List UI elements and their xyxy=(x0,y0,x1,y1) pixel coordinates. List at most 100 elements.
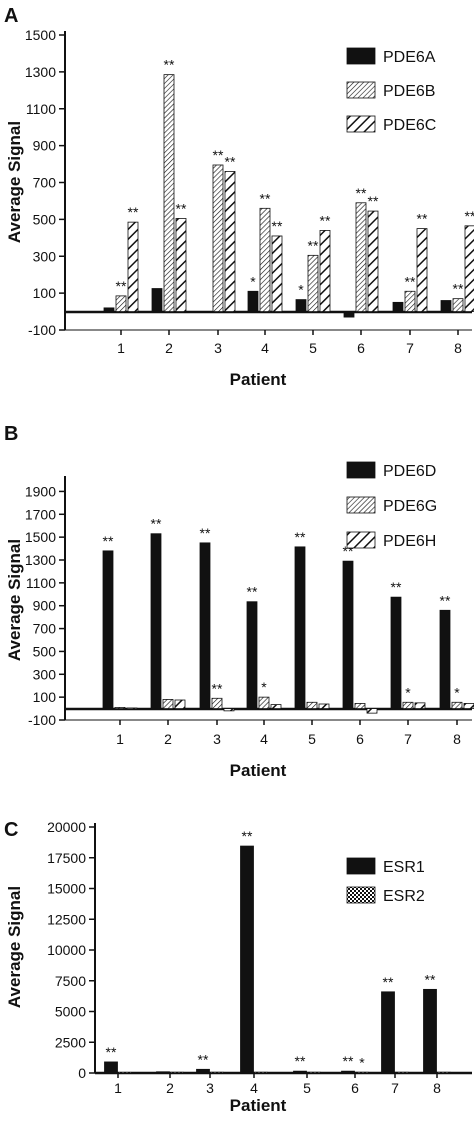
bar-pde6d xyxy=(246,601,258,709)
legend-label: PDE6G xyxy=(383,498,437,515)
bar-pde6c xyxy=(271,235,283,312)
legend-label: PDE6A xyxy=(383,49,436,66)
bar-esr2 xyxy=(170,1071,184,1074)
bar-esr2 xyxy=(395,1071,409,1074)
significance-marker: ** xyxy=(151,516,162,532)
x-tick-label: 4 xyxy=(260,731,268,747)
significance-marker: ** xyxy=(103,533,114,549)
significance-marker: ** xyxy=(242,828,253,844)
x-tick-label: 6 xyxy=(351,1080,359,1096)
bar-esr2 xyxy=(118,1071,132,1074)
significance-marker: ** xyxy=(425,971,436,987)
x-tick-label: 3 xyxy=(206,1080,214,1096)
y-tick-label: 17500 xyxy=(47,850,86,866)
bar-esr1 xyxy=(423,988,437,1074)
bar-esr1 xyxy=(381,991,395,1074)
bar-pde6c xyxy=(127,221,139,312)
significance-marker: ** xyxy=(272,218,283,234)
significance-marker: ** xyxy=(440,592,451,608)
significance-marker: ** xyxy=(343,1053,354,1069)
bar-pde6h xyxy=(174,699,186,709)
y-tick-label: 1100 xyxy=(26,101,56,117)
x-tick-label: 3 xyxy=(214,340,222,356)
panel-label: A xyxy=(4,5,18,27)
y-tick-label: 1500 xyxy=(25,27,56,43)
significance-marker: ** xyxy=(247,584,258,600)
significance-marker: ** xyxy=(198,1051,209,1067)
significance-marker: ** xyxy=(295,529,306,545)
y-tick-label: 900 xyxy=(33,138,57,154)
significance-marker: * xyxy=(250,273,256,289)
y-tick-label: 1300 xyxy=(25,64,56,80)
bar-pde6g xyxy=(354,703,366,709)
x-tick-label: 1 xyxy=(117,340,125,356)
x-tick-label: 8 xyxy=(453,731,461,747)
significance-marker: ** xyxy=(465,208,474,224)
significance-marker: * xyxy=(261,679,267,695)
significance-marker: ** xyxy=(383,974,394,990)
bar-pde6h xyxy=(126,707,138,710)
x-tick-label: 8 xyxy=(454,340,462,356)
y-axis-title: Average Signal xyxy=(5,539,24,661)
bar-pde6b xyxy=(212,164,224,312)
x-axis-title: Patient xyxy=(230,1096,287,1115)
y-tick-label: 10000 xyxy=(47,942,86,958)
significance-marker: ** xyxy=(453,281,464,297)
x-tick-label: 2 xyxy=(164,731,172,747)
bar-pde6a xyxy=(295,299,307,312)
y-tick-label: 300 xyxy=(33,248,57,264)
significance-marker: ** xyxy=(391,579,402,595)
significance-marker: ** xyxy=(106,1044,117,1060)
bar-esr2 xyxy=(254,1071,268,1074)
bar-pde6g xyxy=(402,701,414,709)
legend-swatch-pde6b xyxy=(346,81,376,99)
x-tick-label: 4 xyxy=(250,1080,258,1096)
legend-swatch-esr1 xyxy=(346,857,376,875)
bar-pde6a xyxy=(440,300,452,312)
x-tick-label: 5 xyxy=(309,340,317,356)
y-tick-label: 1300 xyxy=(25,552,56,568)
bar-pde6a xyxy=(103,307,115,312)
significance-marker: ** xyxy=(343,543,354,559)
legend-label: ESR1 xyxy=(383,859,425,876)
bar-esr1 xyxy=(293,1070,307,1074)
y-axis-title: Average Signal xyxy=(5,886,24,1008)
significance-marker: * xyxy=(454,684,460,700)
bar-pde6a xyxy=(343,311,355,318)
bar-esr1 xyxy=(341,1070,355,1074)
legend-label: ESR2 xyxy=(383,888,425,905)
y-tick-label: 500 xyxy=(33,211,57,227)
legend-swatch-pde6d xyxy=(346,461,376,479)
legend-label: PDE6C xyxy=(383,117,436,134)
bar-pde6c xyxy=(464,225,474,312)
bar-esr2 xyxy=(355,1071,369,1074)
bar-pde6c xyxy=(224,171,236,312)
x-tick-label: 4 xyxy=(261,340,269,356)
bar-pde6b xyxy=(452,298,464,312)
legend-swatch-pde6c xyxy=(346,115,376,133)
significance-marker: ** xyxy=(368,193,379,209)
bar-esr2 xyxy=(307,1071,321,1074)
bar-pde6g xyxy=(258,696,270,709)
bar-pde6b xyxy=(259,207,271,312)
bar-esr1 xyxy=(196,1068,210,1074)
legend-label: PDE6H xyxy=(383,533,436,550)
x-tick-label: 3 xyxy=(213,731,221,747)
x-tick-label: 5 xyxy=(303,1080,311,1096)
bar-pde6h xyxy=(223,708,235,712)
bar-pde6h xyxy=(463,703,474,709)
bar-pde6d xyxy=(102,550,114,709)
bar-pde6g xyxy=(211,697,223,709)
x-tick-label: 2 xyxy=(165,340,173,356)
x-tick-label: 1 xyxy=(116,731,124,747)
bar-pde6b xyxy=(307,254,319,312)
x-axis-title: Patient xyxy=(230,761,287,780)
significance-marker: ** xyxy=(128,204,139,220)
bar-pde6h xyxy=(270,704,282,709)
significance-marker: ** xyxy=(200,525,211,541)
x-tick-label: 6 xyxy=(357,340,365,356)
legend-swatch-pde6g xyxy=(346,496,376,514)
panel-a: A Average Signal Patient -100 100 300 500 70… xyxy=(4,5,474,389)
bar-pde6c xyxy=(319,230,331,312)
bar-pde6d xyxy=(294,546,306,709)
